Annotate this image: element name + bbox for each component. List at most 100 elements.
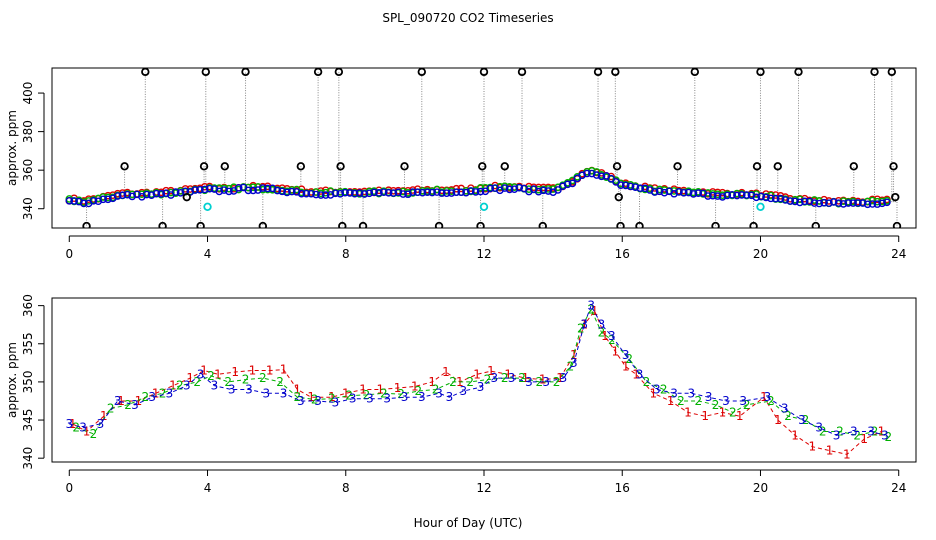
series-3-marker: 3 xyxy=(653,383,661,397)
series-3-point xyxy=(191,186,199,194)
series-3-point xyxy=(89,197,98,205)
series-2-marker: 2 xyxy=(124,398,132,412)
outlier-point xyxy=(82,221,91,228)
series-2-marker: 2 xyxy=(729,405,737,419)
series-3-point xyxy=(486,184,495,193)
series-3-point xyxy=(655,187,664,196)
series-1-marker: 1 xyxy=(152,386,160,400)
outlier-point xyxy=(500,162,509,171)
series-3-point xyxy=(346,189,354,197)
series-1-marker: 1 xyxy=(83,424,91,438)
series-3-point xyxy=(868,200,877,208)
series-2-point xyxy=(810,196,819,204)
series-3-point xyxy=(70,197,78,205)
series-1-marker: 1 xyxy=(632,367,640,381)
series-3-marker: 3 xyxy=(815,421,823,435)
series-1-marker: 1 xyxy=(214,367,222,381)
series-3-point xyxy=(462,188,470,197)
series-2-marker: 2 xyxy=(466,375,474,389)
series-3-point xyxy=(196,185,204,194)
series-2-marker: 2 xyxy=(176,379,184,393)
x-tick-label: 20 xyxy=(753,247,768,261)
x-tick-label: 0 xyxy=(65,247,73,261)
series-3-point xyxy=(442,189,451,197)
series-2-marker: 2 xyxy=(553,375,561,389)
outlier-point xyxy=(296,162,306,171)
series-2-marker: 2 xyxy=(535,375,543,389)
series-2-marker: 2 xyxy=(432,383,440,397)
series-3-marker: 3 xyxy=(525,375,533,389)
series-3-point xyxy=(873,200,882,208)
outlier-point xyxy=(889,162,898,171)
series-3-point xyxy=(621,181,630,190)
series-3-point xyxy=(592,171,601,179)
series-3-marker: 3 xyxy=(245,383,253,397)
series-3-point xyxy=(215,187,224,196)
series-1-marker: 1 xyxy=(186,371,194,385)
series-3-point xyxy=(317,191,325,199)
series-1-marker: 1 xyxy=(791,428,799,442)
series-2-marker: 2 xyxy=(587,302,595,316)
outlier-point xyxy=(794,68,803,77)
outlier-point xyxy=(887,68,897,77)
series-3-marker: 3 xyxy=(131,398,139,412)
series-3-point xyxy=(631,183,640,192)
series-3-point xyxy=(679,188,688,197)
series-3-marker: 3 xyxy=(383,392,391,406)
series-3-point xyxy=(626,182,635,191)
series-3-point xyxy=(476,187,485,196)
series-2-marker: 2 xyxy=(608,333,616,347)
series-3-point xyxy=(563,180,572,189)
series-3-marker: 3 xyxy=(65,417,73,431)
x-tick-label: 8 xyxy=(342,481,350,495)
y-tick-label: 350 xyxy=(21,370,35,393)
series-3-point xyxy=(244,186,253,195)
series-3-point xyxy=(413,188,422,196)
series-3-marker: 3 xyxy=(446,390,454,404)
x-tick-label: 20 xyxy=(753,481,768,495)
series-2-marker: 2 xyxy=(141,390,149,404)
series-3-point xyxy=(684,188,693,197)
series-2-marker: 2 xyxy=(90,427,98,441)
series-3-point xyxy=(278,187,286,196)
series-3-point xyxy=(757,192,765,201)
series-3-point xyxy=(171,188,180,196)
series-2-marker: 2 xyxy=(207,369,215,383)
outlier-point xyxy=(479,68,489,77)
series-2-marker: 2 xyxy=(449,375,457,389)
series-2-marker: 2 xyxy=(694,394,702,408)
series-1-marker: 1 xyxy=(719,405,727,419)
series-3-marker: 3 xyxy=(850,424,858,438)
series-3-point xyxy=(742,191,751,199)
plot-area xyxy=(65,68,902,228)
series-3-point xyxy=(79,199,88,208)
series-2-marker: 2 xyxy=(328,392,336,406)
series-3-point xyxy=(157,190,166,198)
series-2-marker: 2 xyxy=(397,387,405,401)
y-tick-label: 360 xyxy=(21,159,35,182)
series-2-marker: 2 xyxy=(380,386,388,400)
series-3-marker: 3 xyxy=(401,390,409,404)
outlier-point xyxy=(313,68,323,77)
series-1-marker: 1 xyxy=(249,363,257,377)
series-2-marker: 2 xyxy=(625,352,633,366)
series-1-marker: 1 xyxy=(487,364,495,378)
series-3-marker: 3 xyxy=(508,371,516,385)
series-2-marker: 2 xyxy=(598,325,606,339)
series-3-point xyxy=(544,187,553,195)
series-2-marker: 2 xyxy=(567,360,575,374)
outlier-point xyxy=(616,221,625,228)
series-3-point xyxy=(307,189,316,198)
series-3-point xyxy=(767,194,775,203)
series-2-point xyxy=(670,187,678,195)
series-3-point xyxy=(791,197,799,206)
series-3-point xyxy=(234,184,243,192)
series-3-point xyxy=(660,188,669,197)
series-3-point xyxy=(675,188,683,196)
outlier-point xyxy=(612,162,622,171)
series-3-point xyxy=(650,188,659,196)
series-1-marker: 1 xyxy=(522,371,530,385)
series-2-marker: 2 xyxy=(643,375,651,389)
